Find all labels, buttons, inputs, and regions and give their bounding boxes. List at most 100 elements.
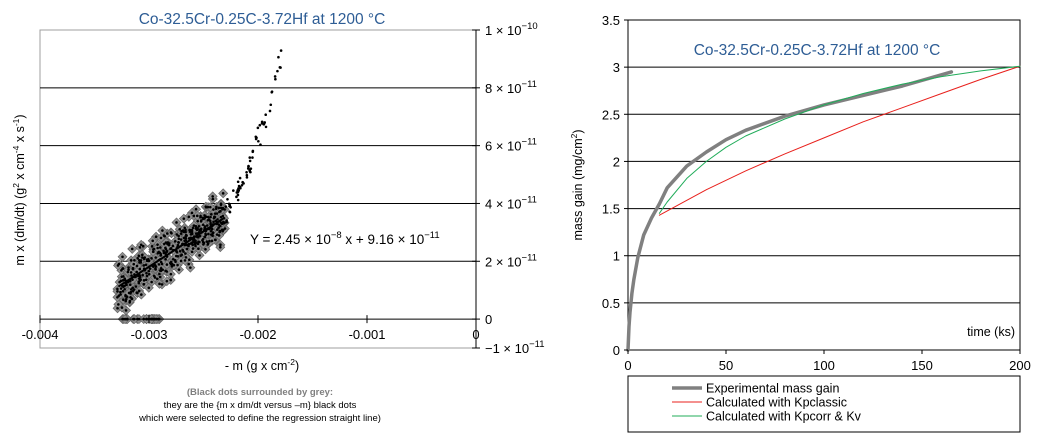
data-point — [197, 247, 200, 250]
data-point — [130, 247, 134, 251]
data-point — [221, 207, 224, 211]
data-point — [219, 215, 223, 219]
data-point — [123, 277, 127, 280]
data-point — [156, 246, 159, 250]
data-point — [212, 220, 215, 224]
data-point — [119, 293, 122, 296]
data-point — [155, 277, 159, 281]
data-point — [193, 243, 197, 246]
data-point — [213, 238, 217, 242]
data-point — [217, 234, 221, 237]
data-point — [199, 220, 203, 223]
data-point — [187, 242, 191, 246]
data-point — [135, 264, 139, 268]
data-point — [211, 197, 215, 201]
data-point — [116, 296, 119, 299]
data-point — [145, 274, 149, 278]
data-point — [188, 258, 191, 262]
note-line-2: they are the {m x dm/dt versus –m} black… — [163, 400, 357, 411]
data-point — [217, 206, 221, 210]
data-point — [185, 247, 189, 251]
data-point — [169, 263, 173, 266]
data-point — [151, 250, 155, 254]
data-point — [248, 156, 252, 159]
data-point — [130, 297, 134, 301]
data-point — [138, 246, 142, 249]
data-point — [190, 228, 194, 232]
data-point — [209, 212, 213, 216]
data-point — [216, 228, 219, 231]
note-line-3: which were selected to define the regres… — [139, 413, 381, 424]
data-point — [127, 268, 130, 272]
right-y-tick-label-4: 2 — [613, 154, 620, 169]
data-point — [165, 232, 169, 235]
data-point — [117, 303, 120, 306]
data-point — [251, 149, 255, 153]
data-point — [141, 273, 144, 277]
data-point — [207, 232, 210, 236]
data-point — [242, 182, 245, 185]
data-point — [279, 49, 283, 52]
data-point — [254, 137, 258, 141]
data-point — [191, 247, 195, 250]
data-point — [140, 293, 143, 296]
data-point — [256, 126, 260, 130]
data-point — [136, 257, 139, 260]
data-point — [177, 268, 181, 271]
data-point — [122, 298, 125, 301]
data-point — [164, 258, 167, 261]
data-point — [245, 173, 249, 177]
data-point — [249, 170, 252, 174]
data-point — [158, 246, 162, 249]
data-point — [135, 270, 139, 274]
data-point — [147, 269, 151, 273]
data-point — [154, 256, 157, 259]
data-point — [119, 290, 122, 294]
data-point — [164, 246, 167, 250]
data-point — [248, 159, 252, 163]
data-point — [129, 271, 133, 274]
data-point — [264, 113, 267, 117]
data-point — [177, 237, 181, 241]
right-y-tick-label-6: 3 — [613, 60, 620, 75]
data-point — [174, 254, 178, 258]
data-point — [122, 285, 125, 289]
data-point — [209, 215, 212, 219]
data-point — [268, 109, 272, 113]
right-series-lines — [626, 65, 1021, 352]
data-point — [249, 167, 253, 170]
data-point — [245, 170, 248, 174]
data-point — [119, 287, 123, 290]
data-point — [195, 214, 199, 218]
data-point — [224, 205, 228, 208]
data-point — [279, 66, 282, 69]
data-point — [167, 243, 171, 247]
data-point — [126, 270, 130, 274]
left-y-tick-label-2: 6 × 10−11 — [485, 137, 537, 154]
left-y-tick-label-0: 1 × 10−10 — [485, 21, 538, 38]
data-point — [236, 193, 240, 197]
data-point — [192, 224, 196, 227]
data-point — [137, 289, 141, 293]
data-point — [198, 254, 201, 257]
data-point — [178, 227, 182, 231]
right-plot-area — [627, 19, 1021, 351]
left-x-tick-label-1: -0.003 — [131, 327, 168, 342]
right-x-tick-label-1: 50 — [719, 358, 733, 373]
data-point — [257, 139, 260, 143]
data-point — [196, 219, 200, 223]
data-point — [218, 229, 222, 233]
data-point — [196, 226, 199, 230]
data-point — [164, 251, 167, 254]
right-x-tick-label-2: 100 — [813, 358, 835, 373]
data-point — [259, 143, 262, 146]
data-point — [128, 283, 132, 287]
data-point — [150, 280, 153, 284]
data-point — [190, 211, 194, 215]
data-point — [216, 218, 219, 221]
data-point — [142, 279, 146, 282]
data-point — [160, 283, 164, 286]
data-point — [245, 176, 249, 179]
